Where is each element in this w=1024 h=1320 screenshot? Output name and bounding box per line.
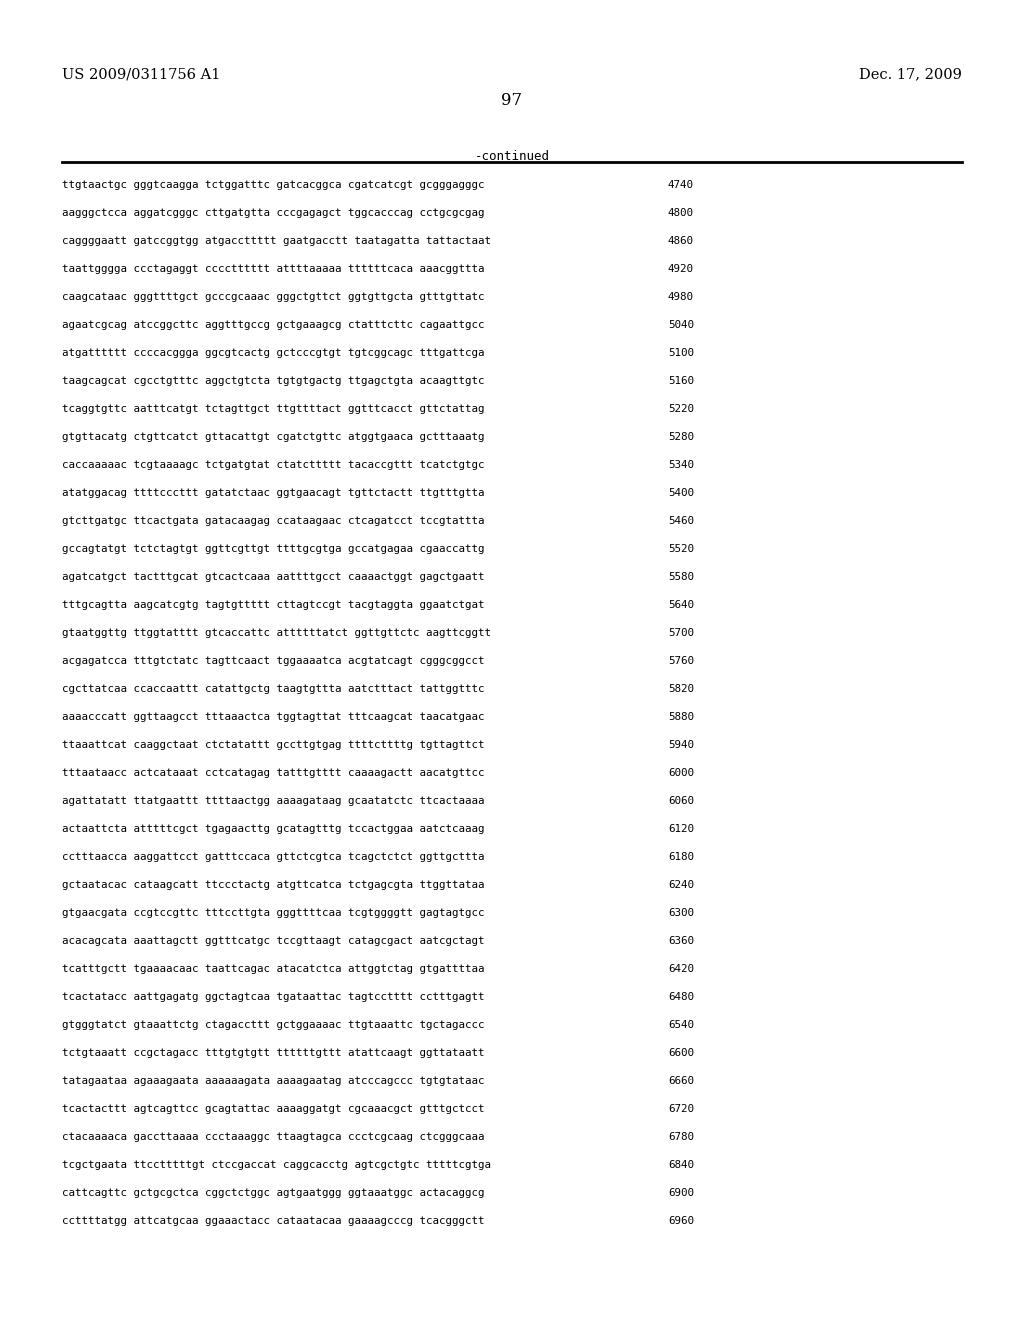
Text: 4860: 4860 xyxy=(668,236,694,246)
Text: -continued: -continued xyxy=(474,150,550,162)
Text: 4920: 4920 xyxy=(668,264,694,275)
Text: cattcagttc gctgcgctca cggctctggc agtgaatggg ggtaaatggc actacaggcg: cattcagttc gctgcgctca cggctctggc agtgaat… xyxy=(62,1188,484,1199)
Text: 6600: 6600 xyxy=(668,1048,694,1059)
Text: 5100: 5100 xyxy=(668,348,694,358)
Text: 5160: 5160 xyxy=(668,376,694,385)
Text: 5760: 5760 xyxy=(668,656,694,667)
Text: cctttaacca aaggattcct gatttccaca gttctcgtca tcagctctct ggttgcttta: cctttaacca aaggattcct gatttccaca gttctcg… xyxy=(62,851,484,862)
Text: 4740: 4740 xyxy=(668,180,694,190)
Text: 5460: 5460 xyxy=(668,516,694,525)
Text: tttaataacc actcataaat cctcatagag tatttgtttt caaaagactt aacatgttcc: tttaataacc actcataaat cctcatagag tatttgt… xyxy=(62,768,484,777)
Text: agattatatt ttatgaattt ttttaactgg aaaagataag gcaatatctc ttcactaaaa: agattatatt ttatgaattt ttttaactgg aaaagat… xyxy=(62,796,484,807)
Text: 5040: 5040 xyxy=(668,319,694,330)
Text: gctaatacac cataagcatt ttccctactg atgttcatca tctgagcgta ttggttataa: gctaatacac cataagcatt ttccctactg atgttca… xyxy=(62,880,484,890)
Text: 5340: 5340 xyxy=(668,459,694,470)
Text: caccaaaaac tcgtaaaagc tctgatgtat ctatcttttt tacaccgttt tcatctgtgc: caccaaaaac tcgtaaaagc tctgatgtat ctatctt… xyxy=(62,459,484,470)
Text: tctgtaaatt ccgctagacc tttgtgtgtt ttttttgttt atattcaagt ggttataatt: tctgtaaatt ccgctagacc tttgtgtgtt ttttttg… xyxy=(62,1048,484,1059)
Text: 4980: 4980 xyxy=(668,292,694,302)
Text: 6720: 6720 xyxy=(668,1104,694,1114)
Text: tcaggtgttc aatttcatgt tctagttgct ttgttttact ggtttcacct gttctattag: tcaggtgttc aatttcatgt tctagttgct ttgtttt… xyxy=(62,404,484,414)
Text: 4800: 4800 xyxy=(668,209,694,218)
Text: tcactatacc aattgagatg ggctagtcaa tgataattac tagtcctttt cctttgagtt: tcactatacc aattgagatg ggctagtcaa tgataat… xyxy=(62,993,484,1002)
Text: 6420: 6420 xyxy=(668,964,694,974)
Text: 6060: 6060 xyxy=(668,796,694,807)
Text: gtgttacatg ctgttcatct gttacattgt cgatctgttc atggtgaaca gctttaaatg: gtgttacatg ctgttcatct gttacattgt cgatctg… xyxy=(62,432,484,442)
Text: ttgtaactgc gggtcaagga tctggatttc gatcacggca cgatcatcgt gcgggagggc: ttgtaactgc gggtcaagga tctggatttc gatcacg… xyxy=(62,180,484,190)
Text: taattgggga ccctagaggt cccctttttt attttaaaaa ttttttcaca aaacggttta: taattgggga ccctagaggt cccctttttt attttaa… xyxy=(62,264,484,275)
Text: 6180: 6180 xyxy=(668,851,694,862)
Text: 5400: 5400 xyxy=(668,488,694,498)
Text: 6660: 6660 xyxy=(668,1076,694,1086)
Text: 6540: 6540 xyxy=(668,1020,694,1030)
Text: 5700: 5700 xyxy=(668,628,694,638)
Text: 6960: 6960 xyxy=(668,1216,694,1226)
Text: taagcagcat cgcctgtttc aggctgtcta tgtgtgactg ttgagctgta acaagttgtc: taagcagcat cgcctgtttc aggctgtcta tgtgtga… xyxy=(62,376,484,385)
Text: agatcatgct tactttgcat gtcactcaaa aattttgcct caaaactggt gagctgaatt: agatcatgct tactttgcat gtcactcaaa aattttg… xyxy=(62,572,484,582)
Text: 6900: 6900 xyxy=(668,1188,694,1199)
Text: 5880: 5880 xyxy=(668,711,694,722)
Text: 6780: 6780 xyxy=(668,1133,694,1142)
Text: tatagaataa agaaagaata aaaaaagata aaaagaatag atcccagccc tgtgtataac: tatagaataa agaaagaata aaaaaagata aaaagaa… xyxy=(62,1076,484,1086)
Text: 5520: 5520 xyxy=(668,544,694,554)
Text: US 2009/0311756 A1: US 2009/0311756 A1 xyxy=(62,67,220,81)
Text: ctacaaaaca gaccttaaaa ccctaaaggc ttaagtagca ccctcgcaag ctcgggcaaa: ctacaaaaca gaccttaaaa ccctaaaggc ttaagta… xyxy=(62,1133,484,1142)
Text: gtgggtatct gtaaattctg ctagaccttt gctggaaaac ttgtaaattc tgctagaccc: gtgggtatct gtaaattctg ctagaccttt gctggaa… xyxy=(62,1020,484,1030)
Text: ccttttatgg attcatgcaa ggaaactacc cataatacaa gaaaagcccg tcacgggctt: ccttttatgg attcatgcaa ggaaactacc cataata… xyxy=(62,1216,484,1226)
Text: caggggaatt gatccggtgg atgaccttttt gaatgacctt taatagatta tattactaat: caggggaatt gatccggtgg atgaccttttt gaatga… xyxy=(62,236,490,246)
Text: 97: 97 xyxy=(502,92,522,110)
Text: atgatttttt ccccacggga ggcgtcactg gctcccgtgt tgtcggcagc tttgattcga: atgatttttt ccccacggga ggcgtcactg gctcccg… xyxy=(62,348,484,358)
Text: cgcttatcaa ccaccaattt catattgctg taagtgttta aatctttact tattggtttc: cgcttatcaa ccaccaattt catattgctg taagtgt… xyxy=(62,684,484,694)
Text: 5820: 5820 xyxy=(668,684,694,694)
Text: aaaacccatt ggttaagcct tttaaactca tggtagttat tttcaagcat taacatgaac: aaaacccatt ggttaagcct tttaaactca tggtagt… xyxy=(62,711,484,722)
Text: acacagcata aaattagctt ggtttcatgc tccgttaagt catagcgact aatcgctagt: acacagcata aaattagctt ggtttcatgc tccgtta… xyxy=(62,936,484,946)
Text: tcactacttt agtcagttcc gcagtattac aaaaggatgt cgcaaacgct gtttgctcct: tcactacttt agtcagttcc gcagtattac aaaagga… xyxy=(62,1104,484,1114)
Text: gtcttgatgc ttcactgata gatacaagag ccataagaac ctcagatcct tccgtattta: gtcttgatgc ttcactgata gatacaagag ccataag… xyxy=(62,516,484,525)
Text: gccagtatgt tctctagtgt ggttcgttgt ttttgcgtga gccatgagaa cgaaccattg: gccagtatgt tctctagtgt ggttcgttgt ttttgcg… xyxy=(62,544,484,554)
Text: atatggacag ttttcccttt gatatctaac ggtgaacagt tgttctactt ttgtttgtta: atatggacag ttttcccttt gatatctaac ggtgaac… xyxy=(62,488,484,498)
Text: 5580: 5580 xyxy=(668,572,694,582)
Text: 6480: 6480 xyxy=(668,993,694,1002)
Text: tcatttgctt tgaaaacaac taattcagac atacatctca attggtctag gtgattttaa: tcatttgctt tgaaaacaac taattcagac atacatc… xyxy=(62,964,484,974)
Text: caagcataac gggttttgct gcccgcaaac gggctgttct ggtgttgcta gtttgttatc: caagcataac gggttttgct gcccgcaaac gggctgt… xyxy=(62,292,484,302)
Text: 5220: 5220 xyxy=(668,404,694,414)
Text: actaattcta atttttcgct tgagaacttg gcatagtttg tccactggaa aatctcaaag: actaattcta atttttcgct tgagaacttg gcatagt… xyxy=(62,824,484,834)
Text: 6300: 6300 xyxy=(668,908,694,917)
Text: aagggctcca aggatcgggc cttgatgtta cccgagagct tggcacccag cctgcgcgag: aagggctcca aggatcgggc cttgatgtta cccgaga… xyxy=(62,209,484,218)
Text: gtaatggttg ttggtatttt gtcaccattc attttttatct ggttgttctc aagttcggtt: gtaatggttg ttggtatttt gtcaccattc atttttt… xyxy=(62,628,490,638)
Text: agaatcgcag atccggcttc aggtttgccg gctgaaagcg ctatttcttc cagaattgcc: agaatcgcag atccggcttc aggtttgccg gctgaaa… xyxy=(62,319,484,330)
Text: 5940: 5940 xyxy=(668,741,694,750)
Text: 5640: 5640 xyxy=(668,601,694,610)
Text: 6840: 6840 xyxy=(668,1160,694,1170)
Text: ttaaattcat caaggctaat ctctatattt gccttgtgag ttttcttttg tgttagttct: ttaaattcat caaggctaat ctctatattt gccttgt… xyxy=(62,741,484,750)
Text: acgagatcca tttgtctatc tagttcaact tggaaaatca acgtatcagt cgggcggcct: acgagatcca tttgtctatc tagttcaact tggaaaa… xyxy=(62,656,484,667)
Text: 6240: 6240 xyxy=(668,880,694,890)
Text: tcgctgaata ttcctttttgt ctccgaccat caggcacctg agtcgctgtc tttttcgtga: tcgctgaata ttcctttttgt ctccgaccat caggca… xyxy=(62,1160,490,1170)
Text: 6360: 6360 xyxy=(668,936,694,946)
Text: tttgcagtta aagcatcgtg tagtgttttt cttagtccgt tacgtaggta ggaatctgat: tttgcagtta aagcatcgtg tagtgttttt cttagtc… xyxy=(62,601,484,610)
Text: gtgaacgata ccgtccgttc tttccttgta gggttttcaa tcgtggggtt gagtagtgcc: gtgaacgata ccgtccgttc tttccttgta gggtttt… xyxy=(62,908,484,917)
Text: 6000: 6000 xyxy=(668,768,694,777)
Text: Dec. 17, 2009: Dec. 17, 2009 xyxy=(859,67,962,81)
Text: 5280: 5280 xyxy=(668,432,694,442)
Text: 6120: 6120 xyxy=(668,824,694,834)
